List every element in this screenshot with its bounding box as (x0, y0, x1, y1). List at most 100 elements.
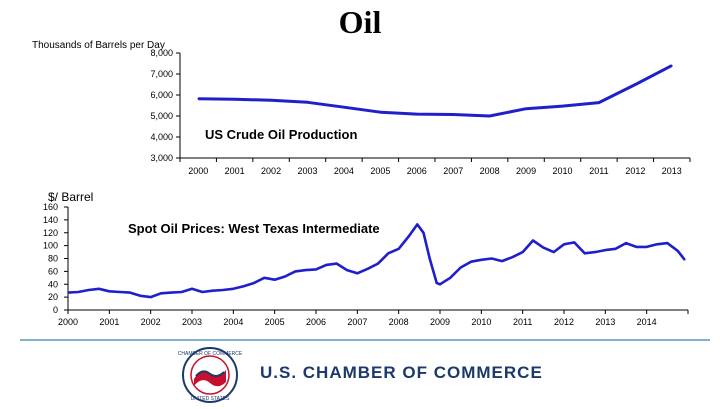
price-y-tick-label: 60 (48, 266, 58, 276)
price-x-tick-label: 2000 (58, 317, 78, 327)
price-data-point (439, 283, 441, 286)
price-data-point (563, 243, 565, 246)
price-data-point (149, 296, 152, 298)
price-x-tick-label: 2002 (141, 317, 161, 327)
price-data-point (118, 291, 121, 293)
production-y-tick-label: 3,000 (150, 153, 173, 163)
price-data-point (98, 287, 100, 290)
price-x-tick-label: 2011 (513, 317, 532, 327)
price-data-point (459, 266, 462, 269)
production-x-tick-label: 2005 (370, 166, 390, 176)
page-title: Oil (338, 4, 382, 40)
production-data-point (452, 113, 455, 116)
production-x-tick-label: 2004 (334, 166, 354, 176)
price-data-point (435, 282, 438, 284)
price-data-point (325, 264, 328, 266)
price-data-point (521, 251, 524, 253)
production-y-axis-label: Thousands of Barrels per Day (32, 40, 165, 51)
production-y-tick-label: 5,000 (150, 111, 173, 121)
production-x-tick-label: 2006 (407, 166, 427, 176)
price-data-point (645, 246, 648, 248)
price-y-tick-label: 160 (43, 202, 58, 212)
price-data-point (676, 249, 679, 252)
price-data-point (108, 290, 111, 293)
production-x-tick-label: 2007 (443, 166, 463, 176)
price-data-point (501, 260, 503, 262)
price-data-point (273, 278, 276, 281)
price-data-point (397, 248, 400, 250)
price-data-point (242, 285, 245, 287)
footer-divider (20, 339, 710, 341)
price-x-tick-label: 2014 (637, 317, 657, 327)
production-x-tick-label: 2002 (261, 166, 281, 176)
price-data-point (232, 287, 235, 290)
price-data-point (87, 289, 90, 291)
price-data-point (594, 251, 596, 253)
price-x-tick-label: 2010 (471, 317, 491, 327)
price-data-point (170, 291, 173, 294)
price-data-point (377, 262, 379, 265)
price-x-tick-label: 2005 (265, 317, 285, 327)
price-data-point (604, 249, 607, 251)
production-x-tick-label: 2012 (625, 166, 645, 176)
production-data-point (598, 101, 600, 104)
production-data-point (270, 99, 272, 102)
price-x-tick-label: 2007 (347, 317, 367, 327)
production-series-line (198, 64, 673, 118)
price-x-tick-label: 2009 (430, 317, 450, 327)
production-x-tick-label: 2013 (662, 166, 682, 176)
price-data-point (284, 275, 286, 278)
production-x-tick-label: 2011 (589, 166, 608, 176)
price-data-point (552, 251, 555, 253)
price-data-point (656, 243, 658, 246)
price-data-point (129, 291, 131, 294)
price-y-tick-label: 0 (53, 305, 58, 315)
production-y-tick-label: 7,000 (150, 69, 173, 79)
price-x-tick-label: 2001 (99, 317, 119, 327)
production-data-point (379, 111, 382, 114)
price-data-point (449, 277, 452, 279)
price-data-point (263, 277, 266, 279)
production-data-point (415, 113, 418, 115)
production-data-point (233, 98, 236, 100)
price-x-tick-label: 2004 (223, 317, 243, 327)
svg-text:UNITED STATES: UNITED STATES (191, 396, 230, 402)
price-data-point (625, 242, 627, 244)
price-data-point (614, 248, 617, 250)
price-data-point (480, 258, 483, 261)
price-y-tick-label: 40 (48, 279, 58, 289)
price-x-tick-label: 2006 (306, 317, 326, 327)
price-data-point (511, 256, 514, 259)
price-x-tick-label: 2012 (554, 317, 574, 327)
price-data-point (139, 295, 142, 297)
production-data-point (670, 64, 673, 67)
price-data-point (294, 270, 297, 273)
price-data-point (160, 292, 162, 295)
production-x-tick-label: 2008 (480, 166, 500, 176)
price-y-axis-label: $/ Barrel (48, 190, 94, 204)
production-chart-title: US Crude Oil Production (205, 127, 357, 142)
price-y-tick-label: 80 (48, 254, 58, 264)
price-y-tick-label: 100 (43, 241, 58, 251)
price-x-tick-label: 2003 (182, 317, 202, 327)
price-data-point (666, 242, 669, 244)
price-data-point (416, 223, 419, 226)
price-data-point (573, 241, 576, 244)
price-y-tick-label: 120 (43, 228, 58, 238)
production-data-point (306, 101, 309, 104)
organization-name: U.S. CHAMBER OF COMMERCE (260, 363, 543, 382)
price-data-point (180, 291, 183, 293)
price-data-point (191, 287, 193, 290)
chamber-seal-logo: CHAMBER OF COMMERCE UNITED STATES (170, 346, 250, 404)
production-x-tick-label: 2009 (516, 166, 536, 176)
price-data-point (387, 252, 390, 255)
price-data-point (408, 235, 410, 237)
production-x-tick-label: 2003 (297, 166, 317, 176)
price-data-point (356, 272, 359, 275)
production-x-tick-label: 2010 (552, 166, 572, 176)
price-y-tick-label: 140 (43, 215, 58, 225)
price-data-point (253, 282, 255, 284)
price-data-point (635, 246, 638, 248)
price-data-point (315, 268, 317, 271)
price-data-point (67, 291, 69, 294)
